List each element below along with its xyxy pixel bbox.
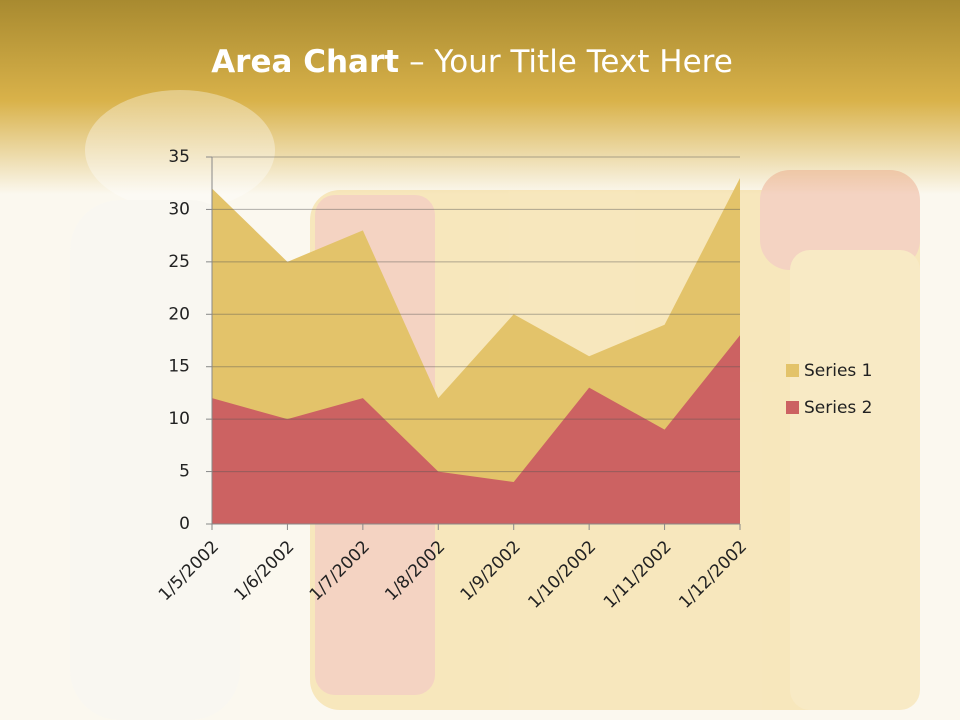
y-tick-label: 30	[168, 199, 190, 219]
title: Area Chart – Your Title Text Here	[211, 44, 733, 80]
y-tick-label: 35	[168, 147, 190, 167]
legend-label: Series 2	[804, 398, 873, 418]
title-bold: Area Chart	[211, 44, 399, 80]
y-tick-label: 0	[179, 514, 190, 534]
y-tick-label: 10	[168, 409, 190, 429]
legend-swatch	[786, 401, 799, 414]
legend-swatch	[786, 364, 799, 377]
y-tick-label: 5	[179, 462, 190, 482]
y-tick-label: 20	[168, 304, 190, 324]
area	[212, 335, 740, 524]
title-rest: – Your Title Text Here	[409, 44, 733, 80]
y-tick-label: 25	[168, 252, 190, 272]
legend-label: Series 1	[804, 361, 873, 381]
y-tick-label: 15	[168, 357, 190, 377]
